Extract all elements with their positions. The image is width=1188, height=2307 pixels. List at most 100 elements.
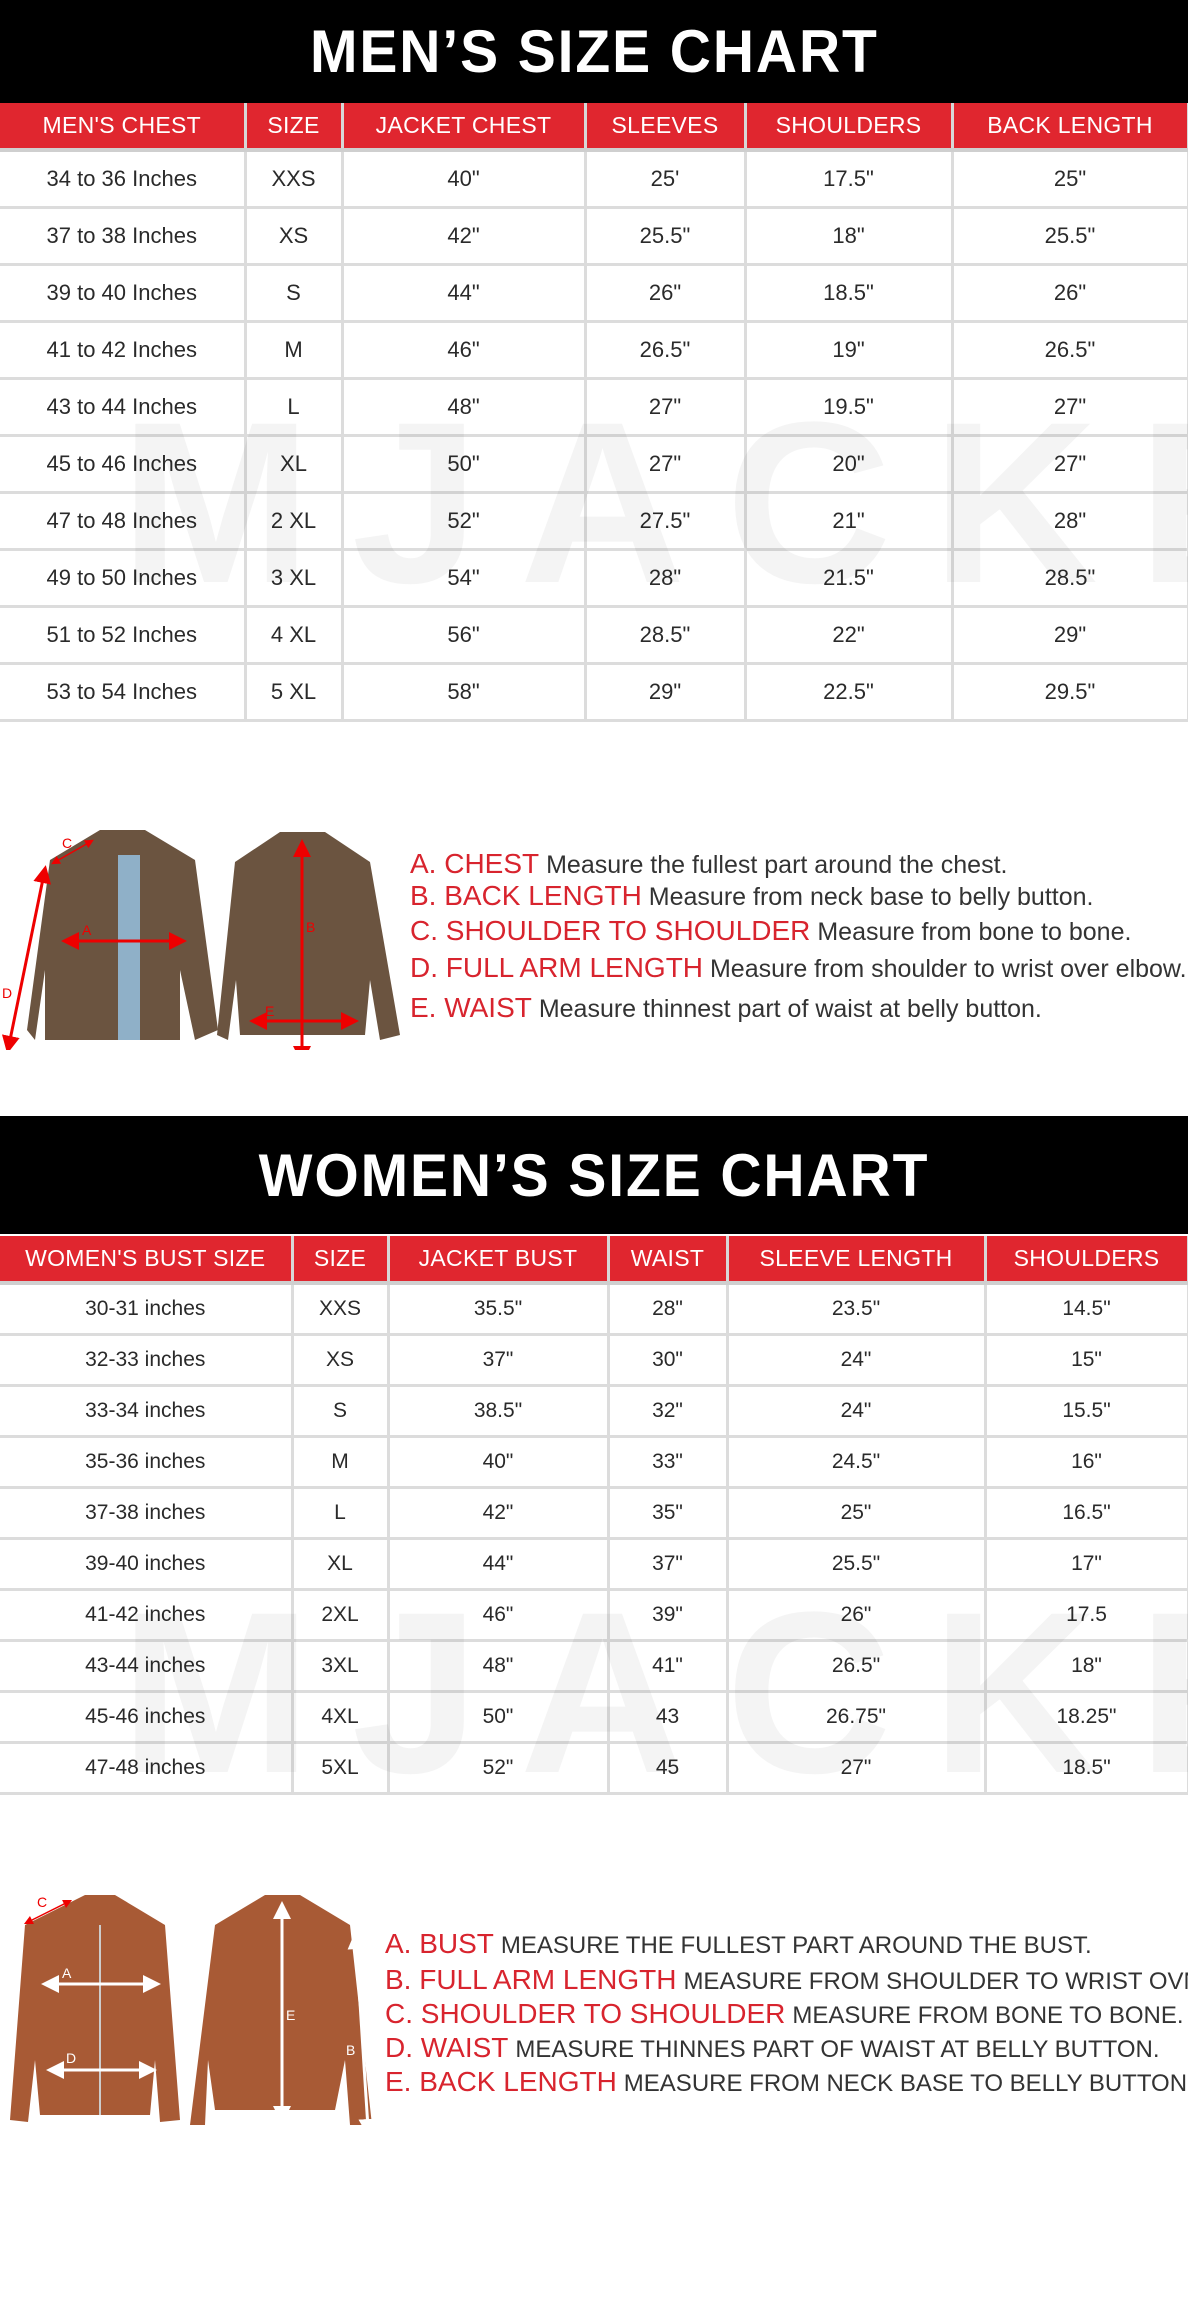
men-column-header: BACK LENGTH bbox=[952, 103, 1188, 152]
legend-key: A. CHEST bbox=[410, 848, 540, 879]
table-cell: 56" bbox=[342, 606, 587, 665]
table-row: 43-44 inches 3XL 48" 41" 26.5" 18" bbox=[0, 1640, 1188, 1693]
legend-item: C. SHOULDER TO SHOULDER MEASURE FROM BON… bbox=[385, 1998, 1184, 2030]
label-e: E bbox=[286, 2007, 295, 2023]
table-row: 51 to 52 Inches 4 XL 56" 28.5" 22" 29" bbox=[0, 606, 1188, 665]
men-size-table: MEN'S CHEST SIZE JACKET CHEST SLEEVES SHOULD… bbox=[0, 103, 1188, 722]
table-cell: 24.5" bbox=[727, 1436, 987, 1489]
table-cell: 45 bbox=[608, 1742, 729, 1795]
table-cell: 2 XL bbox=[245, 492, 344, 551]
men-back-jacket bbox=[217, 832, 400, 1040]
legend-item: C. SHOULDER TO SHOULDER Measure from bon… bbox=[410, 915, 1131, 947]
table-cell: 46" bbox=[388, 1589, 610, 1642]
table-cell: 26" bbox=[952, 264, 1188, 323]
table-cell: L bbox=[292, 1487, 390, 1540]
table-cell: 27" bbox=[585, 378, 747, 437]
table-cell: 39" bbox=[608, 1589, 729, 1642]
table-cell: 35" bbox=[608, 1487, 729, 1540]
label-d: D bbox=[66, 2050, 76, 2066]
table-cell: XS bbox=[245, 207, 344, 266]
table-row: 45 to 46 Inches XL 50" 27" 20" 27" bbox=[0, 435, 1188, 494]
table-cell: 16.5" bbox=[985, 1487, 1188, 1540]
table-cell: 28" bbox=[585, 549, 747, 608]
table-cell: 18" bbox=[985, 1640, 1188, 1693]
table-row: 41 to 42 Inches M 46" 26.5" 19" 26.5" bbox=[0, 321, 1188, 380]
table-cell: 26" bbox=[585, 264, 747, 323]
women-column-header: WAIST bbox=[608, 1236, 729, 1285]
women-column-header: WOMEN'S BUST SIZE bbox=[0, 1236, 294, 1285]
table-cell: 3XL bbox=[292, 1640, 390, 1693]
table-cell: 40" bbox=[388, 1436, 610, 1489]
table-cell: XXS bbox=[292, 1283, 390, 1336]
table-cell: 58" bbox=[342, 663, 587, 722]
table-cell: 35.5" bbox=[388, 1283, 610, 1336]
women-column-header: SIZE bbox=[292, 1236, 390, 1285]
table-row: 43 to 44 Inches L 48" 27" 19.5" 27" bbox=[0, 378, 1188, 437]
table-cell: 43-44 inches bbox=[0, 1640, 294, 1693]
women-size-chart-banner: WOMEN’S SIZE CHART bbox=[0, 1116, 1188, 1234]
label-e: E bbox=[265, 1003, 274, 1019]
table-cell: 28" bbox=[952, 492, 1188, 551]
legend-item: E. BACK LENGTH MEASURE FROM NECK BASE TO… bbox=[385, 2066, 1188, 2098]
legend-key: B. FULL ARM LENGTH bbox=[385, 1964, 677, 1995]
table-cell: 33-34 inches bbox=[0, 1385, 294, 1438]
table-cell: 33" bbox=[608, 1436, 729, 1489]
table-cell: 16" bbox=[985, 1436, 1188, 1489]
table-cell: 45 to 46 Inches bbox=[0, 435, 247, 494]
table-cell: 25" bbox=[727, 1487, 987, 1540]
women-column-header: JACKET BUST bbox=[388, 1236, 610, 1285]
label-a: A bbox=[62, 1965, 72, 1981]
table-cell: 5 XL bbox=[245, 663, 344, 722]
table-cell: 41 to 42 Inches bbox=[0, 321, 247, 380]
table-cell: 29.5" bbox=[952, 663, 1188, 722]
label-c: C bbox=[62, 835, 72, 851]
legend-description: MEASURE FROM NECK BASE TO BELLY BUTTON. bbox=[623, 2070, 1188, 2097]
table-cell: 39 to 40 Inches bbox=[0, 264, 247, 323]
table-row: 49 to 50 Inches 3 XL 54" 28" 21.5" 28.5" bbox=[0, 549, 1188, 608]
legend-key: E. WAIST bbox=[410, 992, 532, 1023]
men-column-header: MEN'S CHEST bbox=[0, 103, 247, 152]
table-cell: 23.5" bbox=[727, 1283, 987, 1336]
table-cell: 35-36 inches bbox=[0, 1436, 294, 1489]
legend-description: Measure from neck base to belly button. bbox=[648, 883, 1094, 911]
table-cell: 43 bbox=[608, 1691, 729, 1744]
men-jacket-diagram: A B C D E bbox=[1, 830, 400, 1050]
table-row: 39 to 40 Inches S 44" 26" 18.5" 26" bbox=[0, 264, 1188, 323]
table-cell: 43 to 44 Inches bbox=[0, 378, 247, 437]
legend-key: B. BACK LENGTH bbox=[410, 880, 642, 911]
table-cell: 50" bbox=[342, 435, 587, 494]
women-jacket-diagram: A B C D E bbox=[10, 1894, 377, 2130]
table-cell: 26.75" bbox=[727, 1691, 987, 1744]
legend-key: E. BACK LENGTH bbox=[385, 2066, 617, 2097]
table-cell: 28" bbox=[608, 1283, 729, 1336]
women-size-table: WOMEN'S BUST SIZE SIZE JACKET BUST WAIST SLE… bbox=[0, 1236, 1188, 1795]
table-cell: 25.5" bbox=[952, 207, 1188, 266]
table-row: 37-38 inches L 42" 35" 25" 16.5" bbox=[0, 1487, 1188, 1540]
table-cell: 40" bbox=[342, 150, 587, 209]
table-cell: XL bbox=[245, 435, 344, 494]
table-cell: 48" bbox=[388, 1640, 610, 1693]
table-row: 47-48 inches 5XL 52" 45 27" 18.5" bbox=[0, 1742, 1188, 1795]
table-row: 32-33 inches XS 37" 30" 24" 15" bbox=[0, 1334, 1188, 1387]
table-row: 34 to 36 Inches XXS 40" 25' 17.5" 25" bbox=[0, 150, 1188, 209]
legend-item: D. WAIST MEASURE THINNES PART OF WAIST A… bbox=[385, 2032, 1160, 2064]
legend-description: Measure from bone to bone. bbox=[817, 918, 1132, 946]
table-cell: 28.5" bbox=[585, 606, 747, 665]
legend-description: Measure thinnest part of waist at belly … bbox=[538, 995, 1042, 1023]
table-cell: 54" bbox=[342, 549, 587, 608]
table-cell: 27.5" bbox=[585, 492, 747, 551]
table-cell: S bbox=[292, 1385, 390, 1438]
legend-item: D. FULL ARM LENGTH Measure from shoulder… bbox=[410, 952, 1187, 984]
table-cell: 3 XL bbox=[245, 549, 344, 608]
table-cell: 15" bbox=[985, 1334, 1188, 1387]
table-cell: 27" bbox=[952, 435, 1188, 494]
label-b: B bbox=[306, 919, 315, 935]
table-cell: 26" bbox=[727, 1589, 987, 1642]
table-cell: XL bbox=[292, 1538, 390, 1591]
legend-description: Measure from shoulder to wrist over elbo… bbox=[709, 955, 1187, 983]
table-cell: 25" bbox=[952, 150, 1188, 209]
table-cell: 49 to 50 Inches bbox=[0, 549, 247, 608]
table-cell: 18.5" bbox=[985, 1742, 1188, 1795]
table-cell: 19" bbox=[745, 321, 954, 380]
table-cell: 28.5" bbox=[952, 549, 1188, 608]
